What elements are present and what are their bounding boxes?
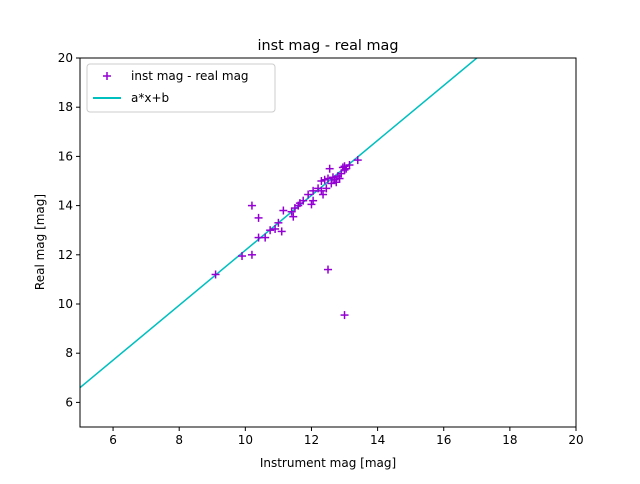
- data-point: [319, 190, 328, 199]
- data-point: [322, 184, 331, 193]
- x-tick-label: 12: [304, 433, 319, 447]
- data-point: [247, 201, 256, 210]
- legend-label-scatter: inst mag - real mag: [131, 69, 249, 83]
- axes-frame: [79, 57, 577, 428]
- data-point: [340, 311, 349, 320]
- data-point: [325, 164, 334, 173]
- y-tick-label: 12: [58, 248, 73, 262]
- data-point: [307, 200, 316, 209]
- data-point: [271, 224, 280, 233]
- data-point: [353, 156, 362, 165]
- plot-area: [80, 58, 478, 389]
- y-tick-label: 10: [58, 297, 73, 311]
- y-tick-label: 16: [58, 149, 73, 163]
- data-point: [324, 265, 332, 274]
- data-point: [266, 226, 275, 235]
- x-tick-label: 16: [436, 433, 451, 447]
- data-point: [274, 218, 283, 227]
- data-point: [261, 233, 270, 242]
- legend-box: [86, 63, 276, 113]
- y-tick-label: 8: [65, 346, 73, 360]
- y-tick-label: 6: [65, 395, 73, 409]
- y-tick-label: 14: [58, 199, 73, 213]
- data-point: [324, 174, 332, 183]
- y-tick-label: 18: [58, 100, 73, 114]
- chart-title: inst mag - real mag: [258, 38, 399, 54]
- data-point: [238, 252, 247, 261]
- data-point: [289, 212, 298, 221]
- legend-scatter-marker: [103, 72, 111, 80]
- x-tick-label: 20: [568, 433, 583, 447]
- data-point: [340, 165, 349, 174]
- data-point: [317, 186, 326, 195]
- data-point: [304, 190, 313, 199]
- data-point: [299, 196, 308, 205]
- legend-label-fit: a*x+b: [131, 91, 169, 105]
- data-point: [277, 227, 286, 236]
- data-point: [309, 196, 318, 205]
- x-axis-label: Instrument mag [mag]: [260, 456, 396, 470]
- x-tick-label: 8: [175, 433, 183, 447]
- data-point: [335, 174, 344, 183]
- data-point: [254, 213, 263, 222]
- data-point: [345, 161, 354, 170]
- data-point: [211, 270, 220, 279]
- x-tick-label: 18: [502, 433, 517, 447]
- legend: inst mag - real mag a*x+b: [86, 63, 276, 113]
- y-axis-label: Real mag [mag]: [33, 194, 47, 290]
- x-tick-label: 6: [109, 433, 117, 447]
- data-point: [279, 206, 288, 215]
- y-tick-label: 20: [58, 51, 73, 65]
- data-point: [309, 186, 318, 195]
- x-tick-label: 14: [370, 433, 385, 447]
- axis-ticks: 6 8 10 12 14 16 18 20 6 8 10 12 14 16 18 20: [58, 51, 584, 447]
- data-point: [247, 250, 256, 259]
- x-tick-label: 10: [238, 433, 253, 447]
